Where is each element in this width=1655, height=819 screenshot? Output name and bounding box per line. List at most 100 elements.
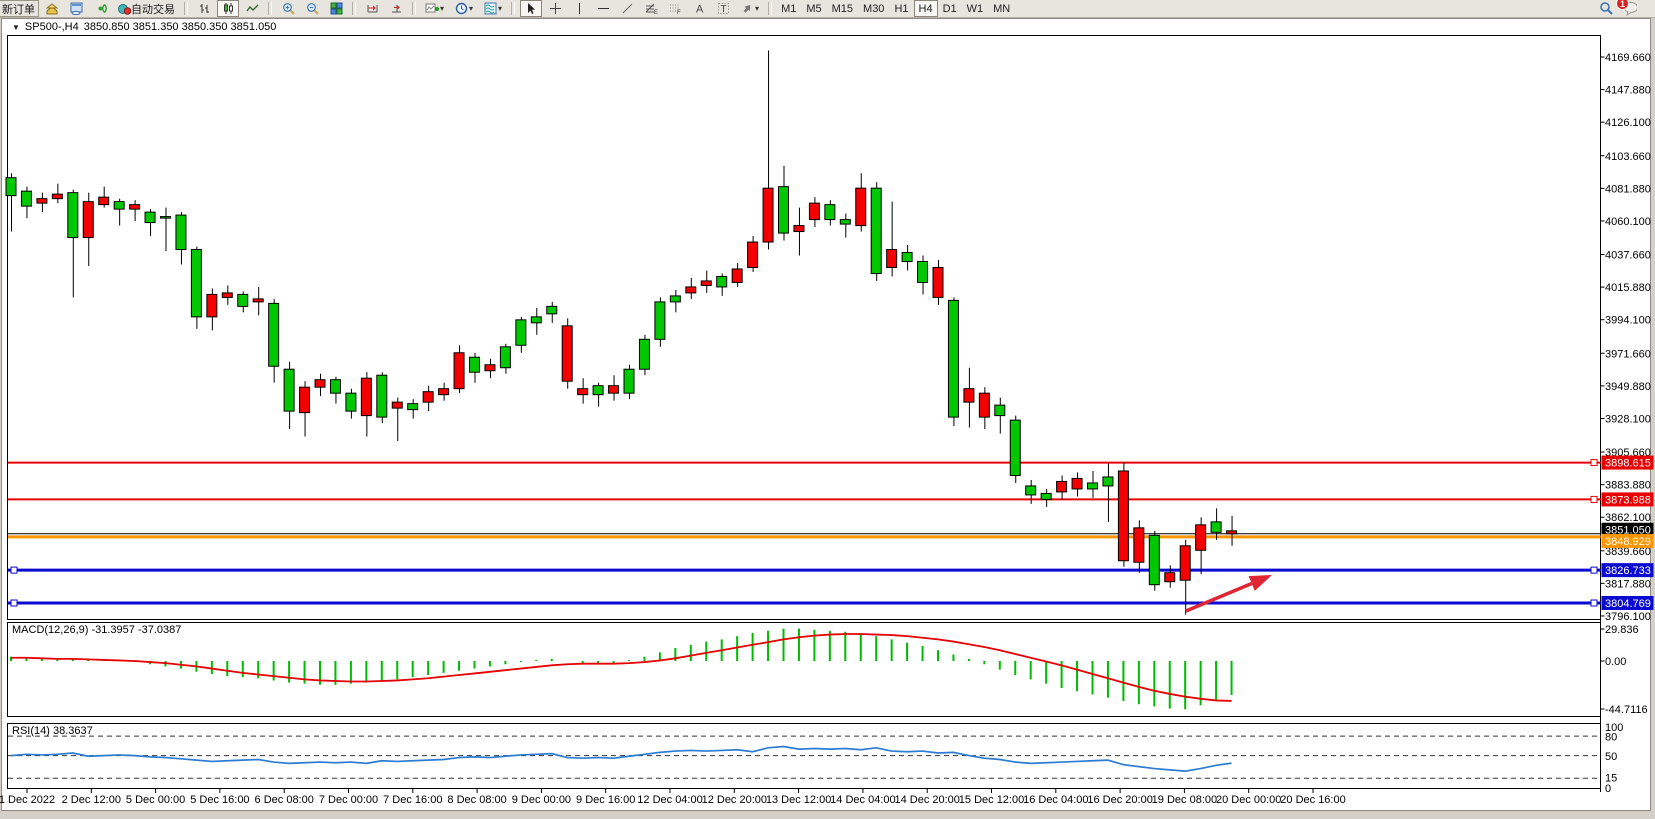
line-handle[interactable]: [1590, 459, 1598, 467]
notifications-button[interactable]: 1: [1616, 0, 1641, 17]
candle: [1117, 461, 1129, 567]
timeframe-button-H4[interactable]: H4: [913, 0, 938, 17]
macd-indicator: MACD(12,26,9) -31.3957 -37.0387 29.836 0.0…: [10, 624, 1648, 716]
timeframe-button-M15[interactable]: M15: [831, 2, 854, 15]
horizontal-line-button[interactable]: [592, 0, 614, 17]
time-tick-label: 7 Dec 00:00: [319, 794, 378, 806]
signals-button[interactable]: [89, 0, 111, 17]
market-watch-button[interactable]: [41, 0, 63, 17]
candle: [67, 189, 79, 298]
line-price-label: 3898.615: [1605, 458, 1651, 470]
candle: [793, 207, 805, 256]
candle: [1148, 530, 1160, 591]
fibonacci-button[interactable]: E: [640, 0, 662, 17]
dropdown-caret-icon[interactable]: ▾: [469, 4, 474, 13]
price-tick-label: 4169.660: [1605, 52, 1651, 64]
timeframe-button-M5[interactable]: M5: [806, 2, 822, 15]
cursor-button[interactable]: [520, 0, 543, 17]
zoom-in-button[interactable]: [277, 0, 299, 17]
chart-window-frame: [1, 18, 1651, 811]
timeframe-button-M1[interactable]: M1: [781, 2, 797, 15]
candle: [422, 385, 434, 412]
text-label-button[interactable]: T: [712, 0, 734, 17]
time-tick-label: 19 Dec 08:00: [1152, 794, 1217, 806]
grid-button[interactable]: F: [664, 0, 686, 17]
candlestick-chart-button[interactable]: [217, 0, 239, 17]
time-tick-label: 14 Dec 04:00: [830, 794, 895, 806]
horizontal-line-3851.050[interactable]: 3851.050: [8, 522, 1654, 537]
time-tick-label: 20 Dec 00:00: [1216, 794, 1281, 806]
rsi-level-label: 100: [1605, 722, 1623, 734]
candle: [963, 367, 975, 428]
line-chart-button[interactable]: [241, 0, 263, 17]
candle: [1164, 565, 1176, 588]
horizontal-line-3826.733[interactable]: 3826.733: [8, 563, 1654, 578]
tile-windows-button[interactable]: [325, 0, 347, 17]
zoom-out-icon: [305, 2, 319, 16]
candle: [901, 245, 913, 271]
period-button[interactable]: ▾: [450, 0, 477, 17]
templates-icon: [483, 2, 497, 16]
horizontal-line-3873.988[interactable]: 3873.988: [8, 492, 1654, 507]
macd-label: MACD(12,26,9) -31.3957 -37.0387: [12, 624, 181, 636]
candle: [36, 192, 48, 213]
line-handle[interactable]: [10, 566, 18, 574]
autotrading-button[interactable]: 自动交易: [113, 0, 179, 17]
arrows-button[interactable]: ▾: [736, 0, 763, 17]
data-window-button[interactable]: [65, 0, 87, 17]
horizontal-line-3848.929[interactable]: 3848.929: [8, 533, 1654, 548]
crosshair-button[interactable]: [544, 0, 566, 17]
candle: [1071, 472, 1083, 497]
candle: [978, 387, 990, 430]
candle: [608, 375, 620, 401]
line-handle[interactable]: [1590, 495, 1598, 503]
line-handle[interactable]: [1590, 599, 1598, 607]
dropdown-caret-icon[interactable]: ▾: [755, 4, 760, 13]
candle: [144, 209, 156, 237]
add-indicator-button[interactable]: ▾: [421, 0, 448, 17]
grid-icon: F: [668, 2, 682, 16]
time-tick-label: 16 Dec 20:00: [1087, 794, 1152, 806]
symbol-dropdown-icon[interactable]: ▼: [12, 22, 20, 32]
clock-icon: [454, 2, 468, 16]
candle: [360, 372, 372, 437]
dropdown-caret-icon[interactable]: ▾: [498, 4, 503, 13]
horizontal-line-3804.769[interactable]: 3804.769: [8, 595, 1654, 610]
candle: [886, 201, 898, 277]
candle: [1087, 470, 1098, 498]
fibonacci-icon: E: [644, 2, 658, 16]
toolbar-separator: [268, 2, 272, 15]
candle: [407, 399, 419, 419]
timeframe-button-W1[interactable]: W1: [966, 2, 984, 15]
time-tick-label: 5 Dec 00:00: [126, 794, 185, 806]
candle: [1195, 517, 1207, 575]
candle: [252, 286, 264, 316]
timeframe-button-MN[interactable]: MN: [993, 2, 1011, 15]
trend-arrow[interactable]: [1185, 575, 1272, 613]
timeframe-button-D1[interactable]: D1: [942, 2, 957, 15]
candle: [917, 255, 929, 295]
auto-scroll-button[interactable]: [361, 0, 383, 17]
new-order-button[interactable]: 新订单: [0, 0, 39, 17]
time-axis: 1 Dec 2022 2 Dec 12:00 5 Dec 00:00 5 Dec 16…: [0, 789, 1346, 806]
vertical-line-button[interactable]: [568, 0, 590, 17]
templates-button[interactable]: ▾: [479, 0, 506, 17]
search-button[interactable]: [1595, 0, 1617, 17]
horizontal-line-3898.615[interactable]: 3898.615: [8, 455, 1654, 470]
bar-chart-button[interactable]: [193, 0, 215, 17]
trendline-button[interactable]: [616, 0, 638, 17]
text-label-icon: T: [716, 2, 730, 16]
candlestick-chart-icon: [221, 2, 235, 16]
line-handle[interactable]: [1590, 566, 1598, 574]
price-tick-label: 4081.880: [1605, 183, 1651, 195]
timeframe-button-H1[interactable]: H1: [894, 2, 909, 15]
text-button[interactable]: A: [688, 0, 710, 17]
time-tick-label: 13 Dec 12:00: [766, 794, 831, 806]
chart-shift-button[interactable]: [385, 0, 407, 17]
zoom-out-button[interactable]: [301, 0, 323, 17]
candle: [329, 376, 341, 404]
line-handle[interactable]: [10, 599, 18, 607]
timeframe-button-M30[interactable]: M30: [863, 2, 885, 15]
dropdown-caret-icon[interactable]: ▾: [440, 4, 445, 13]
